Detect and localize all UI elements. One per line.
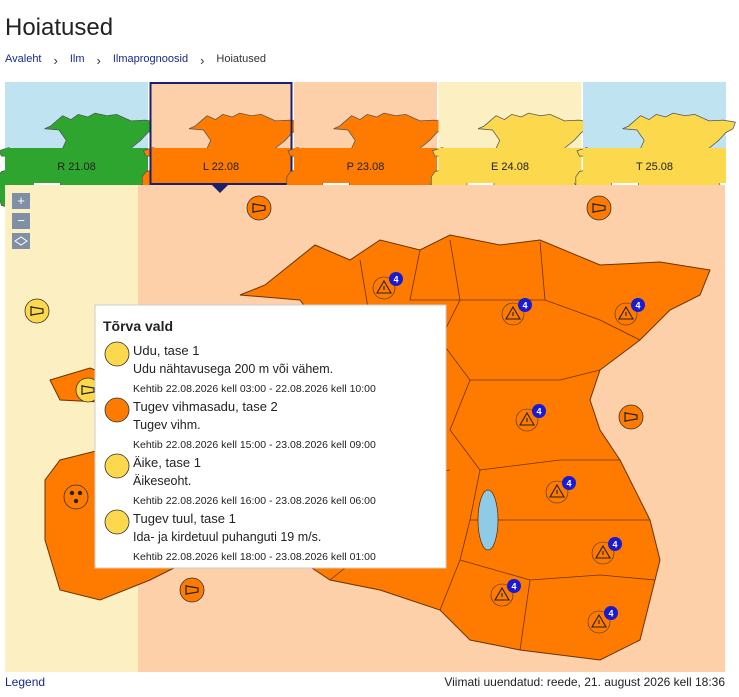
popup-box [94, 304, 447, 569]
wind-symbol [185, 585, 199, 595]
day-tab[interactable]: L 22.08 [141, 82, 303, 224]
tab-pointer [212, 185, 228, 193]
rain-drop [77, 490, 83, 496]
warning-name: Udu, tase 1 [133, 343, 200, 358]
zoom-out-label: − [17, 213, 25, 228]
warning-text: Äikeseoht. [133, 474, 191, 488]
warning-symbol [494, 586, 510, 601]
tab-label: T 25.08 [636, 161, 673, 173]
warning-name: Tugev vihmasadu, tase 2 [133, 399, 278, 414]
wind-icon [586, 195, 612, 221]
count-badge-label: 4 [608, 609, 613, 619]
warning-text: Ida- ja kirdetuul puhanguti 19 m/s. [133, 530, 321, 544]
legend-link[interactable]: Legend [5, 675, 45, 689]
warning-validity: Kehtib 22.08.2026 kell 18:00 - 23.08.202… [133, 551, 376, 563]
wind-icon [246, 195, 272, 221]
warning-name: Tugev tuul, tase 1 [133, 511, 236, 526]
warning-type-icon [104, 453, 130, 479]
page-title: Hoiatused [5, 14, 114, 41]
wind-icon [24, 298, 50, 324]
count-badge-label: 4 [393, 275, 398, 285]
popup: Tõrva vald Udu, tase 1 Udu nähtavusega 20… [94, 304, 447, 569]
count-badge [562, 476, 576, 490]
warning-symbol [549, 483, 565, 498]
warning-validity: Kehtib 22.08.2026 kell 03:00 - 22.08.202… [133, 383, 376, 395]
wind-symbol [30, 306, 44, 316]
count-badge-label: 4 [635, 301, 640, 311]
zoom-in[interactable] [12, 193, 30, 209]
breadcrumb: Avaleht › Ilm › Ilmaprognoosid › Hoiatused [5, 53, 278, 68]
last-updated: Viimati uuendatud: reede, 21. august 202… [444, 675, 725, 689]
warning-validity: Kehtib 22.08.2026 kell 16:00 - 23.08.202… [133, 495, 376, 507]
count-badge-label: 4 [566, 479, 571, 489]
breadcrumb-current: Hoiatused [216, 53, 266, 65]
warning-symbol [591, 613, 607, 628]
warning-validity: Kehtib 22.08.2026 kell 15:00 - 23.08.202… [133, 439, 376, 451]
warning-symbol [505, 305, 521, 320]
count-badge [518, 298, 532, 312]
day-tab[interactable]: R 21.08 [0, 82, 158, 224]
warning-text: Tugev vihm. [133, 418, 201, 432]
zoom-out[interactable] [12, 213, 30, 229]
layers-icon [14, 236, 28, 246]
count-badge-label: 4 [536, 407, 541, 417]
tab-bar [294, 148, 437, 183]
tab-label: E 24.08 [491, 161, 529, 173]
warning-symbol [618, 305, 634, 320]
warning-type-icon [104, 509, 130, 535]
tab-bar [149, 148, 293, 183]
layers-button[interactable] [12, 233, 30, 249]
zoom-in-label: + [17, 193, 25, 208]
count-badge-label: 4 [522, 301, 527, 311]
count-badge [507, 579, 521, 593]
tab-label: P 23.08 [347, 161, 385, 173]
day-tab[interactable]: P 23.08 [286, 82, 447, 224]
warning-symbol [595, 544, 611, 559]
count-badge-label: 4 [511, 582, 516, 592]
lake [477, 489, 499, 551]
wind-symbol [592, 203, 606, 213]
count-badge [389, 272, 403, 286]
tab-bar [438, 148, 582, 183]
warning-type-icon [104, 397, 130, 423]
breadcrumb-link[interactable]: Ilmaprognoosid [112, 53, 189, 65]
rain-icon [63, 484, 89, 510]
rain-drop [69, 490, 75, 496]
wind-icon [179, 577, 205, 603]
count-badge-label: 4 [612, 540, 617, 550]
warning-type-icon [104, 341, 130, 367]
day-tab[interactable]: T 25.08 [575, 82, 736, 224]
wind-symbol [81, 385, 95, 395]
sea-west [5, 185, 138, 672]
tab-bar [583, 148, 726, 183]
count-badge [532, 404, 546, 418]
breadcrumb-link[interactable]: Ilm [69, 53, 85, 65]
separator: › [200, 53, 205, 68]
day-tab[interactable]: E 24.08 [430, 82, 592, 224]
rain-drop [73, 498, 79, 504]
count-badge [631, 298, 645, 312]
warning-symbol [519, 411, 535, 426]
warning-name: Äike, tase 1 [133, 455, 201, 470]
tab-label: R 21.08 [57, 161, 96, 173]
wind-symbol [252, 203, 266, 213]
popup-title: Tõrva vald [103, 318, 173, 334]
tab-bar [5, 148, 148, 183]
separator: › [53, 53, 58, 68]
count-badge [604, 606, 618, 620]
count-badge [608, 537, 622, 551]
tab-selected [149, 82, 293, 185]
zoom-controls: + − [12, 193, 30, 249]
breadcrumb-link[interactable]: Avaleht [5, 53, 42, 65]
wind-symbol [624, 412, 638, 422]
warning-text: Udu nähtavusega 200 m või vähem. [133, 362, 333, 376]
warning-symbol [376, 279, 392, 294]
separator: › [96, 53, 101, 68]
wind-icon [618, 404, 644, 430]
tab-label: L 22.08 [203, 161, 239, 173]
